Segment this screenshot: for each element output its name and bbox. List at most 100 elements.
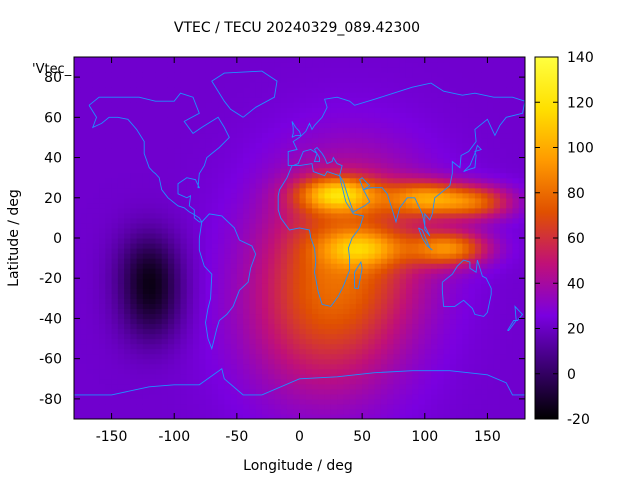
heatmap-cell — [393, 177, 401, 184]
heatmap-cell — [412, 137, 420, 144]
heatmap-cell — [268, 97, 276, 103]
heatmap-cell — [412, 217, 420, 224]
heatmap-cell — [167, 107, 175, 113]
heatmap-cell — [418, 383, 426, 390]
heatmap-cell — [130, 172, 138, 179]
heatmap-cell — [105, 187, 113, 194]
heatmap-cell — [155, 298, 163, 304]
heatmap-cell — [405, 333, 413, 340]
heatmap-cell — [349, 248, 357, 254]
heatmap-cell — [387, 72, 395, 78]
heatmap-cell — [424, 318, 432, 325]
heatmap-cell — [180, 192, 188, 199]
heatmap-cell — [130, 348, 138, 355]
heatmap-cell — [155, 87, 163, 93]
heatmap-cell — [74, 288, 81, 294]
heatmap-cell — [368, 137, 376, 144]
heatmap-cell — [111, 273, 119, 279]
heatmap-cell — [155, 192, 163, 199]
heatmap-cell — [74, 343, 81, 350]
heatmap-cell — [261, 77, 269, 83]
heatmap-cell — [324, 388, 332, 395]
heatmap-cell — [362, 82, 369, 88]
heatmap-cell — [431, 373, 438, 380]
heatmap-cell — [261, 258, 269, 264]
heatmap-cell — [193, 278, 200, 284]
heatmap-cell — [443, 358, 451, 365]
heatmap-cell — [387, 177, 395, 184]
heatmap-cell — [437, 147, 445, 154]
heatmap-cell — [136, 283, 144, 289]
heatmap-cell — [337, 278, 344, 284]
heatmap-cell — [437, 87, 445, 93]
heatmap-cell — [405, 227, 413, 234]
heatmap-cell — [243, 217, 250, 224]
heatmap-cell — [105, 212, 113, 219]
heatmap-cell — [481, 408, 489, 415]
heatmap-cell — [405, 152, 413, 159]
heatmap-cell — [99, 97, 106, 103]
heatmap-cell — [255, 77, 263, 83]
heatmap-cell — [393, 217, 401, 224]
heatmap-cell — [405, 358, 413, 365]
heatmap-cell — [268, 182, 276, 189]
heatmap-cell — [418, 92, 426, 98]
heatmap-cell — [330, 217, 338, 224]
heatmap-cell — [431, 67, 438, 73]
heatmap-cell — [211, 82, 219, 88]
heatmap-cell — [149, 147, 157, 154]
heatmap-cell — [456, 388, 463, 395]
heatmap-cell — [355, 303, 363, 309]
heatmap-cell — [337, 318, 344, 325]
heatmap-cell — [86, 212, 94, 219]
heatmap-cell — [274, 273, 282, 279]
heatmap-cell — [318, 278, 326, 284]
heatmap-cell — [456, 363, 463, 370]
heatmap-cell — [318, 373, 326, 380]
heatmap-cell — [493, 57, 501, 63]
heatmap-cell — [499, 348, 507, 355]
heatmap-cell — [130, 363, 138, 370]
heatmap-cell — [224, 222, 232, 229]
heatmap-cell — [343, 393, 351, 400]
heatmap-cell — [167, 413, 175, 419]
heatmap-cell — [130, 117, 138, 123]
heatmap-cell — [293, 187, 301, 194]
heatmap-cell — [230, 298, 238, 304]
heatmap-cell — [324, 403, 332, 410]
heatmap-cell — [236, 152, 244, 159]
heatmap-cell — [349, 408, 357, 415]
heatmap-cell — [205, 293, 213, 299]
heatmap-cell — [136, 253, 144, 259]
heatmap-cell — [280, 328, 288, 335]
heatmap-cell — [431, 177, 438, 184]
heatmap-cell — [105, 298, 113, 304]
heatmap-cell — [161, 353, 169, 360]
heatmap-cell — [437, 373, 445, 380]
heatmap-cell — [274, 268, 282, 274]
heatmap-cell — [255, 353, 263, 360]
heatmap-cell — [224, 398, 232, 405]
heatmap-cell — [74, 303, 81, 309]
heatmap-cell — [117, 87, 125, 93]
heatmap-cell — [86, 87, 94, 93]
heatmap-cell — [193, 57, 200, 63]
heatmap-cell — [368, 217, 376, 224]
heatmap-cell — [499, 343, 507, 350]
heatmap-cell — [380, 92, 388, 98]
heatmap-cell — [274, 258, 282, 264]
heatmap-cell — [149, 363, 157, 370]
heatmap-cell — [111, 408, 119, 415]
heatmap-cell — [418, 333, 426, 340]
heatmap-cell — [186, 308, 194, 315]
heatmap-cell — [456, 162, 463, 169]
heatmap-cell — [149, 283, 157, 289]
heatmap-cell — [305, 107, 313, 113]
heatmap-cell — [318, 92, 326, 98]
heatmap-cell — [312, 232, 319, 239]
heatmap-cell — [380, 378, 388, 385]
heatmap-cell — [249, 207, 257, 214]
heatmap-cell — [99, 313, 106, 320]
heatmap-cell — [324, 137, 332, 144]
heatmap-cell — [274, 107, 282, 113]
